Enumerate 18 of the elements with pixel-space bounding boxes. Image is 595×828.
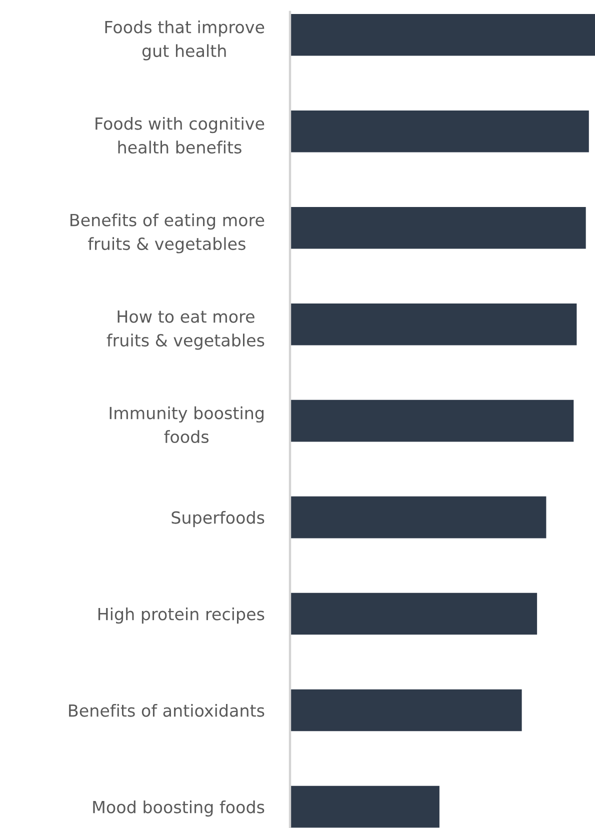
y-tick-label: Foods with cognitive health benefits <box>96 116 264 154</box>
y-tick-label: Benefits of antioxidants <box>69 704 264 717</box>
bar <box>290 496 546 538</box>
y-tick-label: Mood boosting foods <box>93 800 264 817</box>
bar <box>290 110 589 152</box>
bar <box>290 786 440 828</box>
y-tick-label: Benefits of eating more fruits & vegetables <box>70 213 264 254</box>
bar <box>290 303 577 346</box>
y-tick-label: Superfoods <box>172 510 264 528</box>
bar <box>290 689 522 732</box>
bar <box>290 400 574 442</box>
y-tick-label: High protein recipes <box>98 607 264 624</box>
bar <box>290 592 538 635</box>
bar <box>290 14 595 56</box>
y-tick-label: Immunity boosting foods <box>110 406 264 444</box>
y-tick-label: Foods that improve gut health <box>105 20 264 60</box>
bar <box>290 206 586 249</box>
y-tick-label: How to eat more fruits & vegetables <box>106 310 264 350</box>
